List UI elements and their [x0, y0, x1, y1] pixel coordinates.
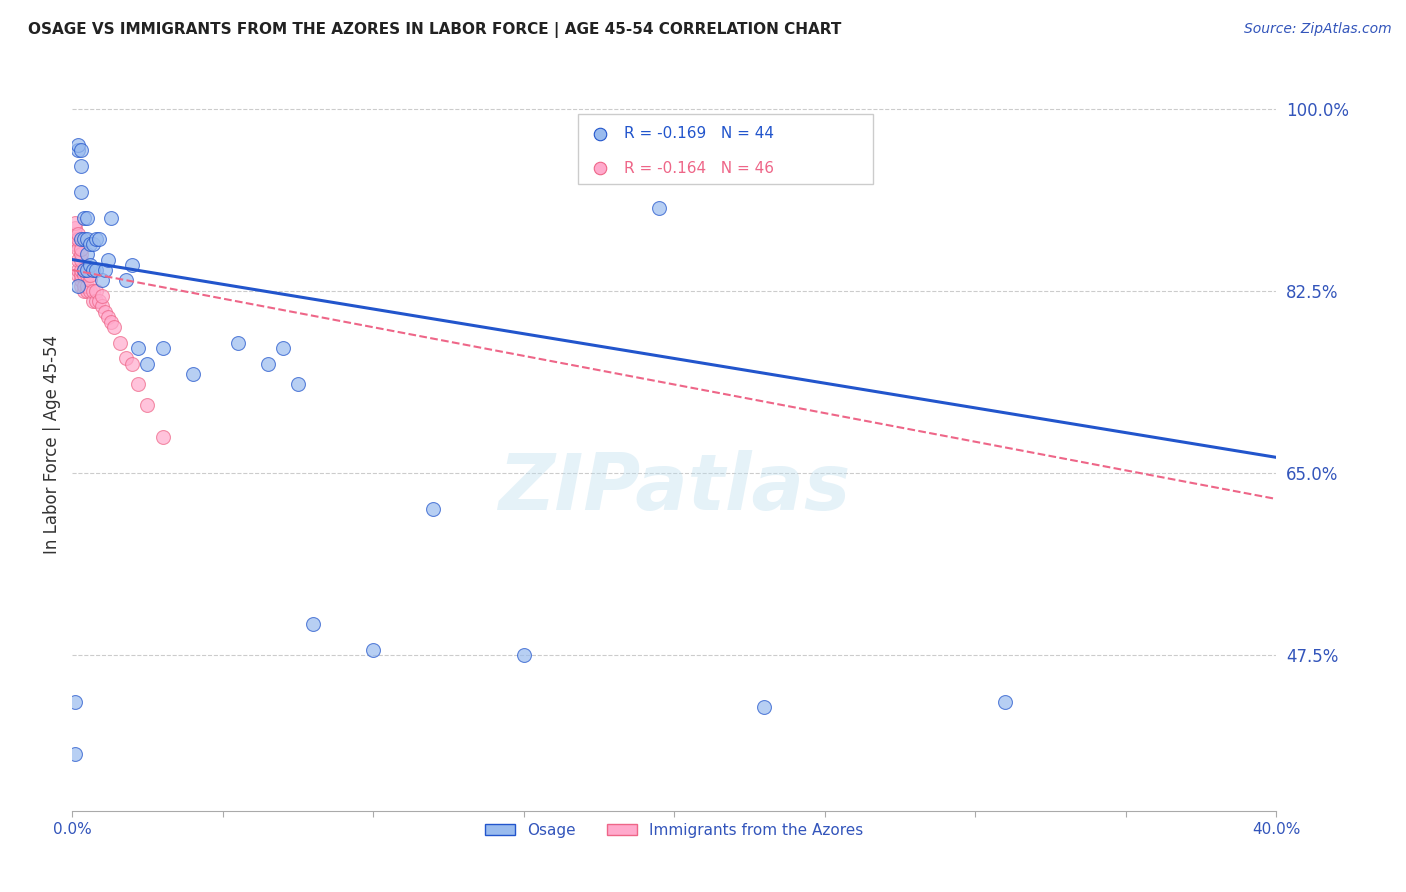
Point	[136, 357, 159, 371]
Point	[103, 320, 125, 334]
Point	[76, 263, 98, 277]
Point	[65, 232, 87, 246]
Point	[73, 263, 96, 277]
Point	[67, 252, 90, 267]
Point	[302, 616, 325, 631]
Point	[67, 268, 90, 283]
Point	[67, 242, 90, 256]
Point	[79, 284, 101, 298]
Point	[89, 294, 111, 309]
Point	[73, 232, 96, 246]
Point	[361, 643, 384, 657]
Y-axis label: In Labor Force | Age 45-54: In Labor Force | Age 45-54	[44, 334, 60, 554]
Point	[91, 273, 114, 287]
Point	[79, 273, 101, 287]
Text: Source: ZipAtlas.com: Source: ZipAtlas.com	[1244, 22, 1392, 37]
Point	[79, 268, 101, 283]
Point	[67, 263, 90, 277]
Point	[115, 273, 138, 287]
Point	[65, 747, 87, 761]
Text: OSAGE VS IMMIGRANTS FROM THE AZORES IN LABOR FORCE | AGE 45-54 CORRELATION CHART: OSAGE VS IMMIGRANTS FROM THE AZORES IN L…	[28, 22, 842, 38]
Point	[76, 263, 98, 277]
Point	[110, 335, 132, 350]
Point	[994, 695, 1017, 709]
Point	[76, 232, 98, 246]
Point	[70, 232, 93, 246]
Point	[70, 263, 93, 277]
Point	[76, 268, 98, 283]
Point	[89, 232, 111, 246]
Point	[73, 263, 96, 277]
Point	[76, 278, 98, 293]
Point	[70, 273, 93, 287]
Point	[70, 159, 93, 173]
Point	[287, 377, 309, 392]
Point	[70, 143, 93, 157]
Point	[257, 357, 280, 371]
Point	[79, 258, 101, 272]
Point	[65, 216, 87, 230]
Point	[76, 211, 98, 225]
Point	[82, 237, 104, 252]
Point	[84, 284, 107, 298]
Point	[65, 237, 87, 252]
Point	[127, 341, 149, 355]
Point	[76, 284, 98, 298]
Point	[121, 357, 143, 371]
Point	[67, 227, 90, 241]
Point	[70, 185, 93, 199]
Point	[152, 341, 174, 355]
Point	[648, 201, 671, 215]
Point	[79, 237, 101, 252]
Point	[422, 502, 444, 516]
Point	[84, 232, 107, 246]
Point	[67, 232, 90, 246]
Point	[84, 294, 107, 309]
Text: R = -0.164   N = 46: R = -0.164 N = 46	[624, 161, 773, 176]
Point	[67, 278, 90, 293]
Legend: Osage, Immigrants from the Azores: Osage, Immigrants from the Azores	[478, 817, 870, 844]
Point	[65, 221, 87, 235]
Point	[65, 227, 87, 241]
Point	[121, 258, 143, 272]
Point	[73, 268, 96, 283]
Point	[152, 429, 174, 443]
Point	[65, 695, 87, 709]
Point	[70, 252, 93, 267]
Point	[136, 398, 159, 412]
Point	[70, 242, 93, 256]
Point	[70, 278, 93, 293]
Point	[82, 263, 104, 277]
Point	[73, 284, 96, 298]
Point	[82, 284, 104, 298]
Point	[70, 247, 93, 261]
Text: ZIPatlas: ZIPatlas	[498, 450, 851, 526]
Point	[73, 211, 96, 225]
Point	[271, 341, 294, 355]
Point	[127, 377, 149, 392]
Point	[97, 252, 120, 267]
Point	[100, 211, 122, 225]
FancyBboxPatch shape	[578, 114, 873, 184]
Text: R = -0.169   N = 44: R = -0.169 N = 44	[624, 126, 773, 141]
Point	[181, 367, 204, 381]
Point	[91, 289, 114, 303]
Point	[70, 268, 93, 283]
Point	[94, 304, 117, 318]
Point	[97, 310, 120, 324]
Point	[512, 648, 534, 662]
Point	[226, 335, 249, 350]
Point	[67, 138, 90, 153]
Point	[91, 300, 114, 314]
Point	[76, 247, 98, 261]
Point	[100, 315, 122, 329]
Point	[754, 700, 776, 714]
Point	[67, 143, 90, 157]
Point	[94, 263, 117, 277]
Point	[84, 263, 107, 277]
Point	[73, 278, 96, 293]
Point	[82, 294, 104, 309]
Point	[115, 351, 138, 366]
